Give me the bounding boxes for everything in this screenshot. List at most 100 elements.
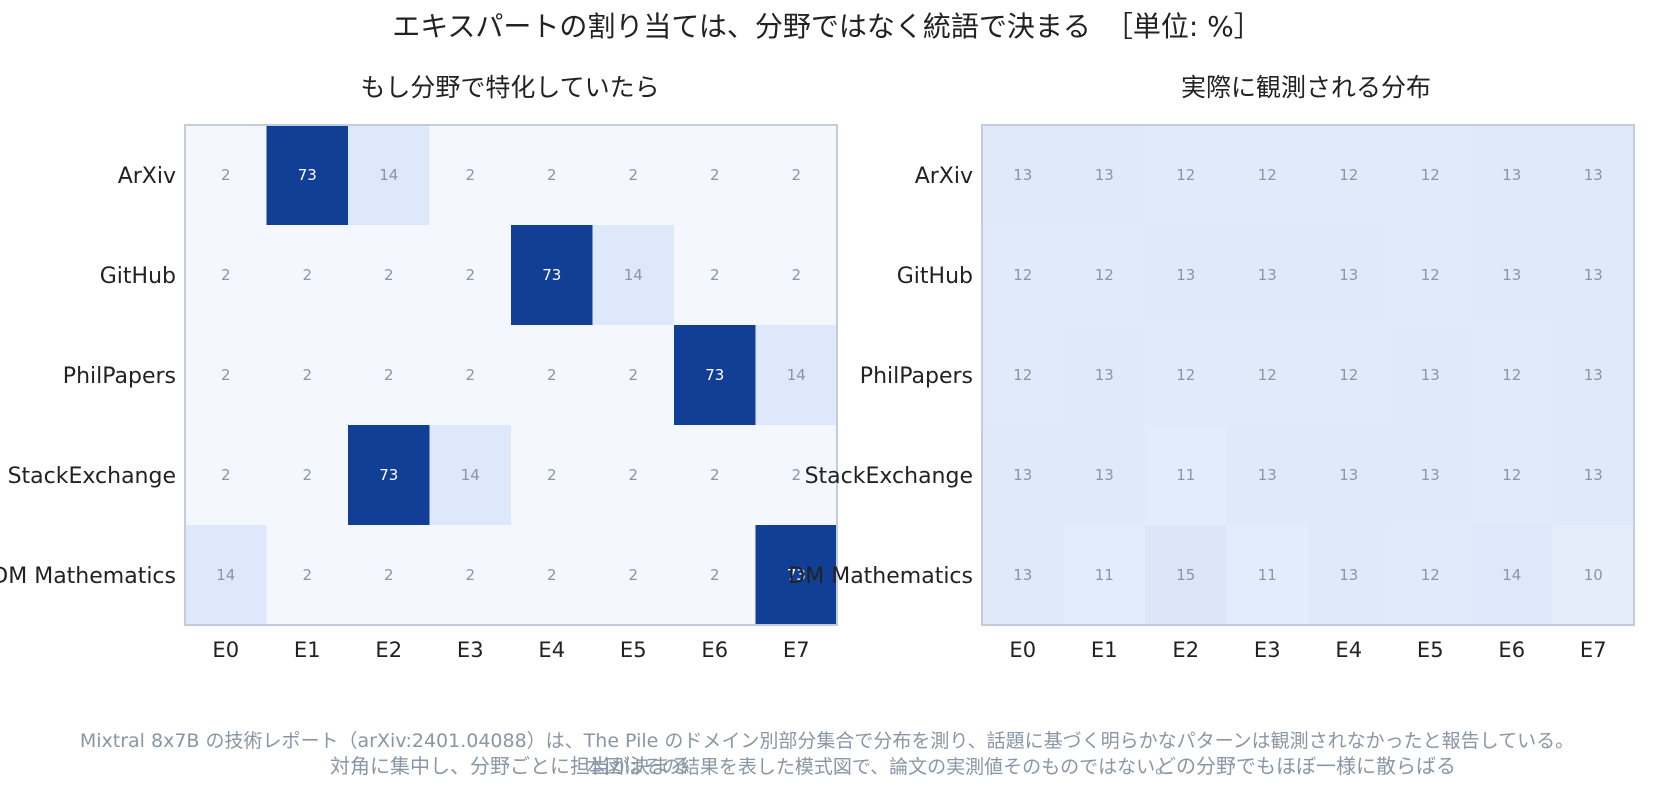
heatmap-cell <box>1308 225 1391 326</box>
heatmap-cell <box>1471 325 1554 426</box>
cell-value-label: 13 <box>1584 166 1603 184</box>
row-label: DM Mathematics <box>0 564 176 589</box>
heatmap-cell <box>1552 125 1635 226</box>
heatmap-cell <box>266 425 349 526</box>
heatmap-cell <box>1471 125 1554 226</box>
heatmap-cell <box>429 125 512 226</box>
heatmap-cell <box>674 525 757 626</box>
heatmap-right: 13 13 12 12 12 12 13 13 12 12 13 13 13 12 13 13 12 13 12 12… <box>788 124 1635 662</box>
cell-value-label: 2 <box>465 166 475 184</box>
cell-value-label: 2 <box>628 466 638 484</box>
caption-right: どの分野でもほぼ一様に散らばる <box>1156 754 1456 778</box>
cell-value-label: 14 <box>461 466 480 484</box>
column-label: E0 <box>1009 638 1036 662</box>
cell-value-label: 12 <box>1421 266 1440 284</box>
cell-value-label: 12 <box>1013 266 1032 284</box>
heatmap-cell <box>511 525 594 626</box>
heatmap-cell <box>511 325 594 426</box>
panel-left: もし分野で特化していたら 2 73 14 2 2 2 2 2 2 2 2 2 73 14 2 2 2 2 2 2 2 2 7… <box>0 73 838 662</box>
cell-value-label: 13 <box>1258 266 1277 284</box>
footnote-2: 本図はその結果を表した模式図で、論文の実測値そのものではない。 <box>586 756 1174 778</box>
heatmap-cell <box>1226 225 1309 326</box>
heatmap-cell <box>592 325 675 426</box>
cell-value-label: 2 <box>710 266 720 284</box>
cell-value-label: 73 <box>298 166 317 184</box>
cell-value-label: 13 <box>1502 266 1521 284</box>
heatmap-cell <box>1063 325 1146 426</box>
cell-value-label: 12 <box>1013 366 1032 384</box>
cell-value-label: 73 <box>705 366 724 384</box>
cell-value-label: 13 <box>1339 466 1358 484</box>
cell-value-label: 2 <box>221 366 231 384</box>
heatmap-cell <box>1389 225 1472 326</box>
heatmap-cell <box>1145 325 1228 426</box>
cell-value-label: 2 <box>302 266 312 284</box>
cell-value-label: 14 <box>1502 566 1521 584</box>
cell-value-label: 2 <box>221 466 231 484</box>
heatmap-cell <box>348 325 431 426</box>
cell-value-label: 12 <box>1502 466 1521 484</box>
row-label: StackExchange <box>8 464 176 489</box>
heatmap-cell <box>982 525 1065 626</box>
cell-value-label: 13 <box>1584 366 1603 384</box>
heatmap-cell <box>1226 425 1309 526</box>
row-label: StackExchange <box>805 464 973 489</box>
heatmap-cell <box>348 525 431 626</box>
heatmap-cell <box>266 225 349 326</box>
column-label: E4 <box>538 638 565 662</box>
heatmap-cell <box>1552 225 1635 326</box>
heatmap-cell <box>511 125 594 226</box>
heatmap-cell <box>1063 125 1146 226</box>
heatmap-cell <box>674 425 757 526</box>
cell-value-label: 2 <box>302 366 312 384</box>
heatmap-cell <box>429 225 512 326</box>
heatmap-cell <box>185 225 268 326</box>
cell-value-label: 13 <box>1258 466 1277 484</box>
column-label: E6 <box>1498 638 1525 662</box>
cell-value-label: 2 <box>547 466 557 484</box>
heatmap-cell <box>511 425 594 526</box>
footnote-1: Mixtral 8x7B の技術レポート（arXiv:2401.04088）は、… <box>80 730 1574 752</box>
heatmap-cell <box>755 325 838 426</box>
cell-value-label: 12 <box>1421 566 1440 584</box>
heatmap-cell <box>1308 425 1391 526</box>
cell-value-label: 2 <box>628 166 638 184</box>
cell-value-label: 14 <box>624 266 643 284</box>
column-label: E3 <box>1254 638 1281 662</box>
heatmap-cell <box>1063 225 1146 326</box>
cell-value-label: 12 <box>1339 366 1358 384</box>
cell-value-label: 2 <box>465 266 475 284</box>
column-label: E2 <box>375 638 402 662</box>
heatmap-cell <box>185 525 268 626</box>
cell-value-label: 15 <box>1176 566 1195 584</box>
heatmap-cell <box>592 425 675 526</box>
cell-value-label: 2 <box>302 566 312 584</box>
cell-value-label: 13 <box>1013 466 1032 484</box>
cell-value-label: 2 <box>547 366 557 384</box>
heatmap-cell <box>674 325 757 426</box>
column-label: E5 <box>620 638 647 662</box>
heatmap-cell <box>1145 125 1228 226</box>
cell-value-label: 14 <box>787 366 806 384</box>
cell-value-label: 2 <box>302 466 312 484</box>
heatmap-border <box>981 124 1635 626</box>
column-label: E5 <box>1417 638 1444 662</box>
cell-value-label: 2 <box>384 366 394 384</box>
row-label: GitHub <box>897 264 973 289</box>
heatmap-cell <box>1308 125 1391 226</box>
cell-value-label: 13 <box>1421 466 1440 484</box>
heatmap-cell <box>1145 425 1228 526</box>
heatmap-cell <box>429 425 512 526</box>
cell-value-label: 13 <box>1095 466 1114 484</box>
column-label: E2 <box>1172 638 1199 662</box>
heatmap-cell <box>592 125 675 226</box>
heatmap-cell <box>982 325 1065 426</box>
cell-value-label: 12 <box>1176 366 1195 384</box>
heatmap-cell <box>1552 525 1635 626</box>
heatmap-cell <box>1226 125 1309 226</box>
cell-value-label: 13 <box>1421 366 1440 384</box>
heatmap-cell <box>266 325 349 426</box>
cell-value-label: 12 <box>1095 266 1114 284</box>
cell-value-label: 10 <box>1584 566 1603 584</box>
